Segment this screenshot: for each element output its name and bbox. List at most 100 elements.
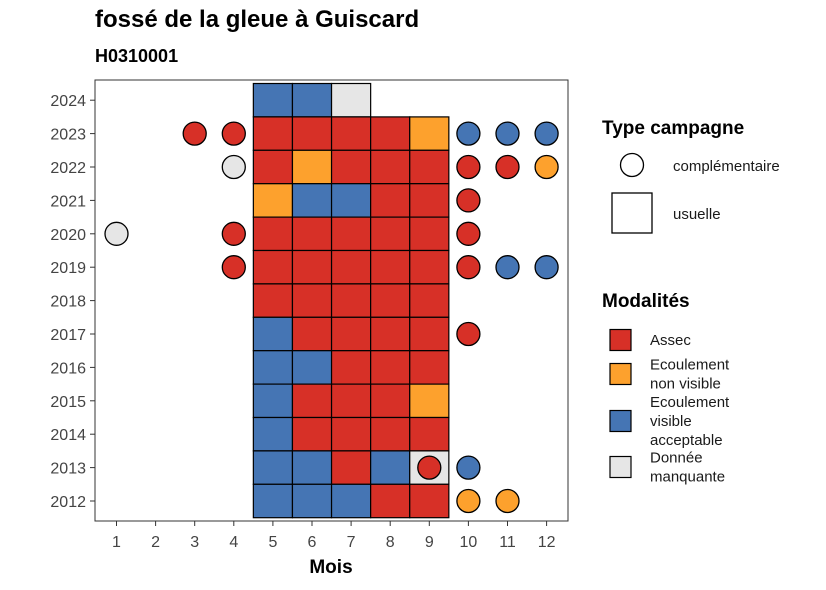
point-2021-10 <box>456 188 481 213</box>
cell-2017-5 <box>252 316 294 352</box>
cell-2024-7 <box>330 82 372 118</box>
cell-2020-8 <box>370 216 411 252</box>
cell-2022-9 <box>409 149 450 185</box>
cell-2019-6 <box>291 249 333 285</box>
cell-2022-8 <box>370 149 411 185</box>
cell-2014-9 <box>409 416 450 452</box>
cell-2018-5 <box>252 283 294 318</box>
x-tick-label: 1 <box>112 534 121 551</box>
point-2013-9 <box>417 455 442 480</box>
legend-square-key <box>611 192 653 234</box>
x-tick-label: 8 <box>386 534 395 551</box>
x-tick-label: 2 <box>151 534 160 551</box>
cell-2015-7 <box>330 383 372 419</box>
cell-2017-6 <box>291 316 333 352</box>
legend-label: non visible <box>650 376 721 393</box>
y-tick-label: 2018 <box>50 294 86 311</box>
cell-2015-8 <box>370 383 411 419</box>
y-tick-label: 2024 <box>50 93 86 110</box>
cell-2014-8 <box>370 416 411 452</box>
legend-label: usuelle <box>673 206 721 223</box>
complementaire-points <box>104 121 559 514</box>
legend-label: Ecoulement <box>650 357 730 374</box>
cell-2016-6 <box>291 350 333 385</box>
cell-2018-8 <box>370 283 411 318</box>
point-2019-12 <box>534 255 559 280</box>
point-2020-1 <box>104 221 129 246</box>
cell-2021-5 <box>252 183 294 218</box>
point-2012-11 <box>495 488 520 514</box>
cell-2017-7 <box>330 316 372 352</box>
x-tick-label: 4 <box>229 534 238 551</box>
cell-2016-9 <box>409 350 450 385</box>
cell-2012-8 <box>370 483 411 519</box>
legend-key-V <box>609 409 632 433</box>
cell-2014-7 <box>330 416 372 452</box>
cell-2019-8 <box>370 249 411 285</box>
legend-key-M <box>609 455 632 479</box>
point-2023-11 <box>495 121 520 146</box>
cell-2017-8 <box>370 316 411 352</box>
cell-2012-9 <box>409 483 450 519</box>
point-2019-10 <box>456 255 481 280</box>
y-tick-label: 2021 <box>50 193 86 210</box>
cell-2021-8 <box>370 183 411 218</box>
y-tick-label: 2014 <box>50 427 86 444</box>
y-tick-label: 2022 <box>50 160 86 177</box>
x-tick-label: 6 <box>308 534 317 551</box>
cell-2021-9 <box>409 183 450 218</box>
cell-2020-6 <box>291 216 333 252</box>
x-axis-label: Mois <box>309 557 352 578</box>
cell-2022-6 <box>291 149 333 185</box>
y-tick-label: 2023 <box>50 127 86 144</box>
point-2022-10 <box>456 154 481 180</box>
cell-2016-5 <box>252 350 294 385</box>
y-tick-label: 2012 <box>50 494 86 511</box>
legend-key-N <box>609 362 632 386</box>
cell-2019-9 <box>409 249 450 285</box>
legend-label: complémentaire <box>673 158 780 175</box>
cell-2018-6 <box>291 283 333 318</box>
x-tick-label: 5 <box>268 534 277 551</box>
cell-2016-8 <box>370 350 411 385</box>
x-tick-label: 9 <box>425 534 434 551</box>
cell-2013-8 <box>370 450 411 485</box>
x-tick-label: 7 <box>347 534 356 551</box>
legend-title: Type campagne <box>602 118 744 139</box>
cell-2018-7 <box>330 283 372 318</box>
cell-2014-5 <box>252 416 294 452</box>
chart-title: fossé de la gleue à Guiscard <box>95 6 420 33</box>
point-2019-11 <box>495 255 520 280</box>
cell-2020-5 <box>252 216 294 252</box>
point-2020-10 <box>456 221 481 246</box>
point-2012-10 <box>456 488 481 514</box>
legend-label: visible <box>650 413 692 430</box>
x-axis: 1 2 3 4 5 6 7 8 9 10 11 12 <box>112 521 556 551</box>
y-tick-label: 2016 <box>50 360 86 377</box>
legend-label: Assec <box>650 332 691 349</box>
cell-2020-9 <box>409 216 450 252</box>
y-tick-label: 2013 <box>50 461 86 478</box>
cell-2013-5 <box>252 450 294 485</box>
y-tick-label: 2020 <box>50 227 86 244</box>
cell-2015-9 <box>409 383 450 419</box>
cell-2020-7 <box>330 216 372 252</box>
cell-2015-5 <box>252 383 294 419</box>
cell-2024-5 <box>252 82 294 118</box>
point-2022-11 <box>495 154 520 180</box>
cell-2018-9 <box>409 283 450 318</box>
x-tick-label: 10 <box>460 534 478 551</box>
point-2022-4 <box>221 154 246 180</box>
cell-2024-6 <box>291 82 333 118</box>
point-2023-4 <box>221 121 246 146</box>
x-tick-label: 12 <box>538 534 556 551</box>
legend-type-campagne: Type campagne complémentaire usuelle <box>602 118 780 234</box>
cell-2021-7 <box>330 183 372 218</box>
cell-2023-7 <box>330 116 372 151</box>
legend-label: manquante <box>650 469 725 486</box>
cell-2013-6 <box>291 450 333 485</box>
cell-2022-7 <box>330 149 372 185</box>
y-tick-label: 2019 <box>50 260 86 277</box>
cell-2023-8 <box>370 116 411 151</box>
